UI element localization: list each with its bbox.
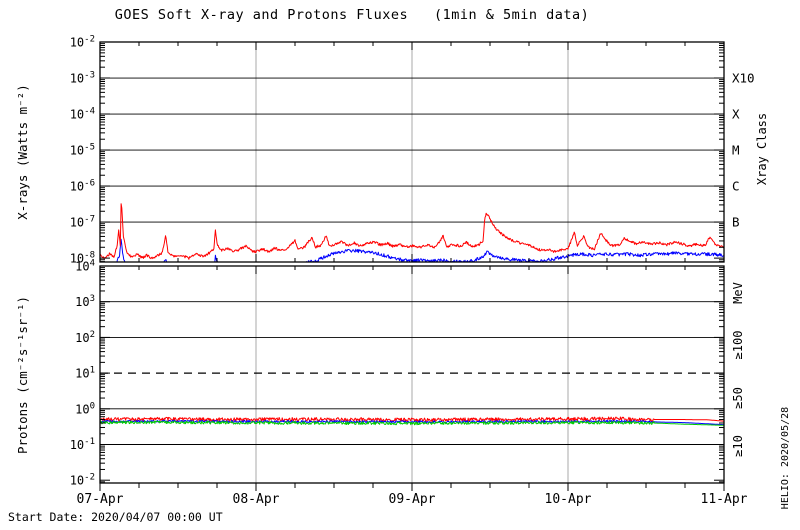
xray-class-axis-title: Xray Class [755, 113, 769, 185]
xray-vertical-gridlines [255, 42, 569, 262]
proton-series-group [100, 416, 724, 426]
series-protons-ge100mev [100, 420, 724, 426]
y-tick-label: 10-7 [70, 215, 95, 230]
xray-class-label: B [732, 215, 740, 230]
proton-threshold-labels: ≥100 ≥50 ≥10 [731, 331, 745, 457]
proton-energy-axis-title: MeV [731, 282, 745, 304]
x-axis-date-label: 11-Apr [701, 492, 748, 507]
start-date-label: Start Date: 2020/04/07 00:00 UT [8, 510, 223, 524]
credit-label: HELIO: 2020/05/28 [780, 407, 791, 509]
y-tick-label: 10-4 [70, 107, 95, 122]
proton-panel: 104 103 102 101 100 10-1 10-2 ≥100 ≥50 ≥10 Proto… [15, 259, 745, 491]
xray-class-label: M [732, 143, 740, 158]
xray-panel: 10-2 10-3 10-4 10-5 10-6 10-7 10-8 X10 X M C B X-r… [15, 35, 769, 266]
y-tick-label: 10-6 [70, 179, 95, 194]
proton-threshold-label: ≥50 [731, 387, 745, 409]
y-tick-label: 10-2 [70, 473, 95, 488]
xray-y-axis-title: X-rays (Watts m⁻²) [15, 84, 30, 219]
y-tick-label: 101 [75, 366, 95, 381]
x-axis-date-labels: 07-Apr 08-Apr 09-Apr 10-Apr 11-Apr [77, 492, 748, 507]
y-tick-label: 102 [75, 330, 95, 345]
x-axis: 07-Apr 08-Apr 09-Apr 10-Apr 11-Apr [77, 492, 748, 507]
xray-class-label: C [732, 179, 740, 194]
series-protons-ge50mev [100, 419, 724, 426]
y-tick-label: 10-1 [70, 437, 95, 452]
y-tick-label: 10-5 [70, 143, 95, 158]
xray-ytick-labels: 10-2 10-3 10-4 10-5 10-6 10-7 10-8 [70, 35, 95, 266]
y-tick-label: 10-8 [70, 251, 95, 266]
series-xray-long-wave [100, 203, 724, 260]
chart-title: GOES Soft X-ray and Protons Fluxes (1min… [115, 7, 590, 23]
proton-vertical-gridlines [255, 266, 569, 483]
x-axis-date-label: 07-Apr [77, 492, 124, 507]
xray-class-labels: X10 X M C B [732, 71, 755, 230]
series-protons-ge10mev [100, 416, 724, 422]
y-tick-label: 10-3 [70, 71, 95, 86]
y-tick-label: 100 [75, 401, 95, 416]
xray-series-group [100, 203, 724, 262]
proton-y-axis-title: Protons (cm⁻²s⁻¹sr⁻¹) [15, 296, 30, 454]
xray-horizontal-gridlines [100, 77, 724, 223]
y-tick-label: 104 [75, 259, 95, 274]
x-axis-date-label: 08-Apr [233, 492, 280, 507]
x-axis-date-label: 09-Apr [389, 492, 436, 507]
proton-threshold-label: ≥10 [731, 435, 745, 457]
xray-class-label: X10 [732, 71, 755, 86]
series-xray-short-wave [116, 238, 724, 262]
proton-ytick-labels: 104 103 102 101 100 10-1 10-2 [70, 259, 95, 488]
proton-horizontal-gridlines [100, 301, 724, 445]
proton-axis-ticks [99, 265, 725, 491]
x-axis-date-label: 10-Apr [545, 492, 592, 507]
y-tick-label: 10-2 [70, 35, 95, 50]
xray-axis-ticks [99, 41, 725, 263]
y-tick-label: 103 [75, 294, 95, 309]
proton-threshold-label: ≥100 [731, 331, 745, 360]
xray-class-label: X [732, 107, 740, 122]
